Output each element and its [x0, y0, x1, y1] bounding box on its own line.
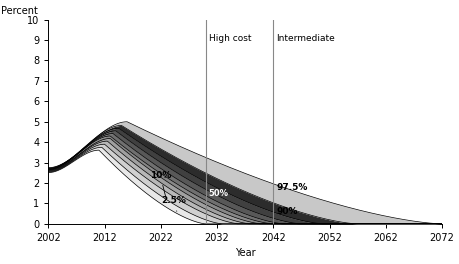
- Text: 10%: 10%: [149, 171, 171, 197]
- Text: Percent: Percent: [1, 6, 38, 16]
- Text: 50%: 50%: [208, 189, 228, 198]
- Text: Intermediate: Intermediate: [275, 34, 334, 43]
- Text: 97.5%: 97.5%: [275, 183, 307, 192]
- Text: High cost: High cost: [208, 34, 251, 43]
- Text: 2.5%: 2.5%: [161, 196, 185, 211]
- Text: 90%: 90%: [275, 207, 297, 216]
- X-axis label: Year: Year: [235, 248, 255, 258]
